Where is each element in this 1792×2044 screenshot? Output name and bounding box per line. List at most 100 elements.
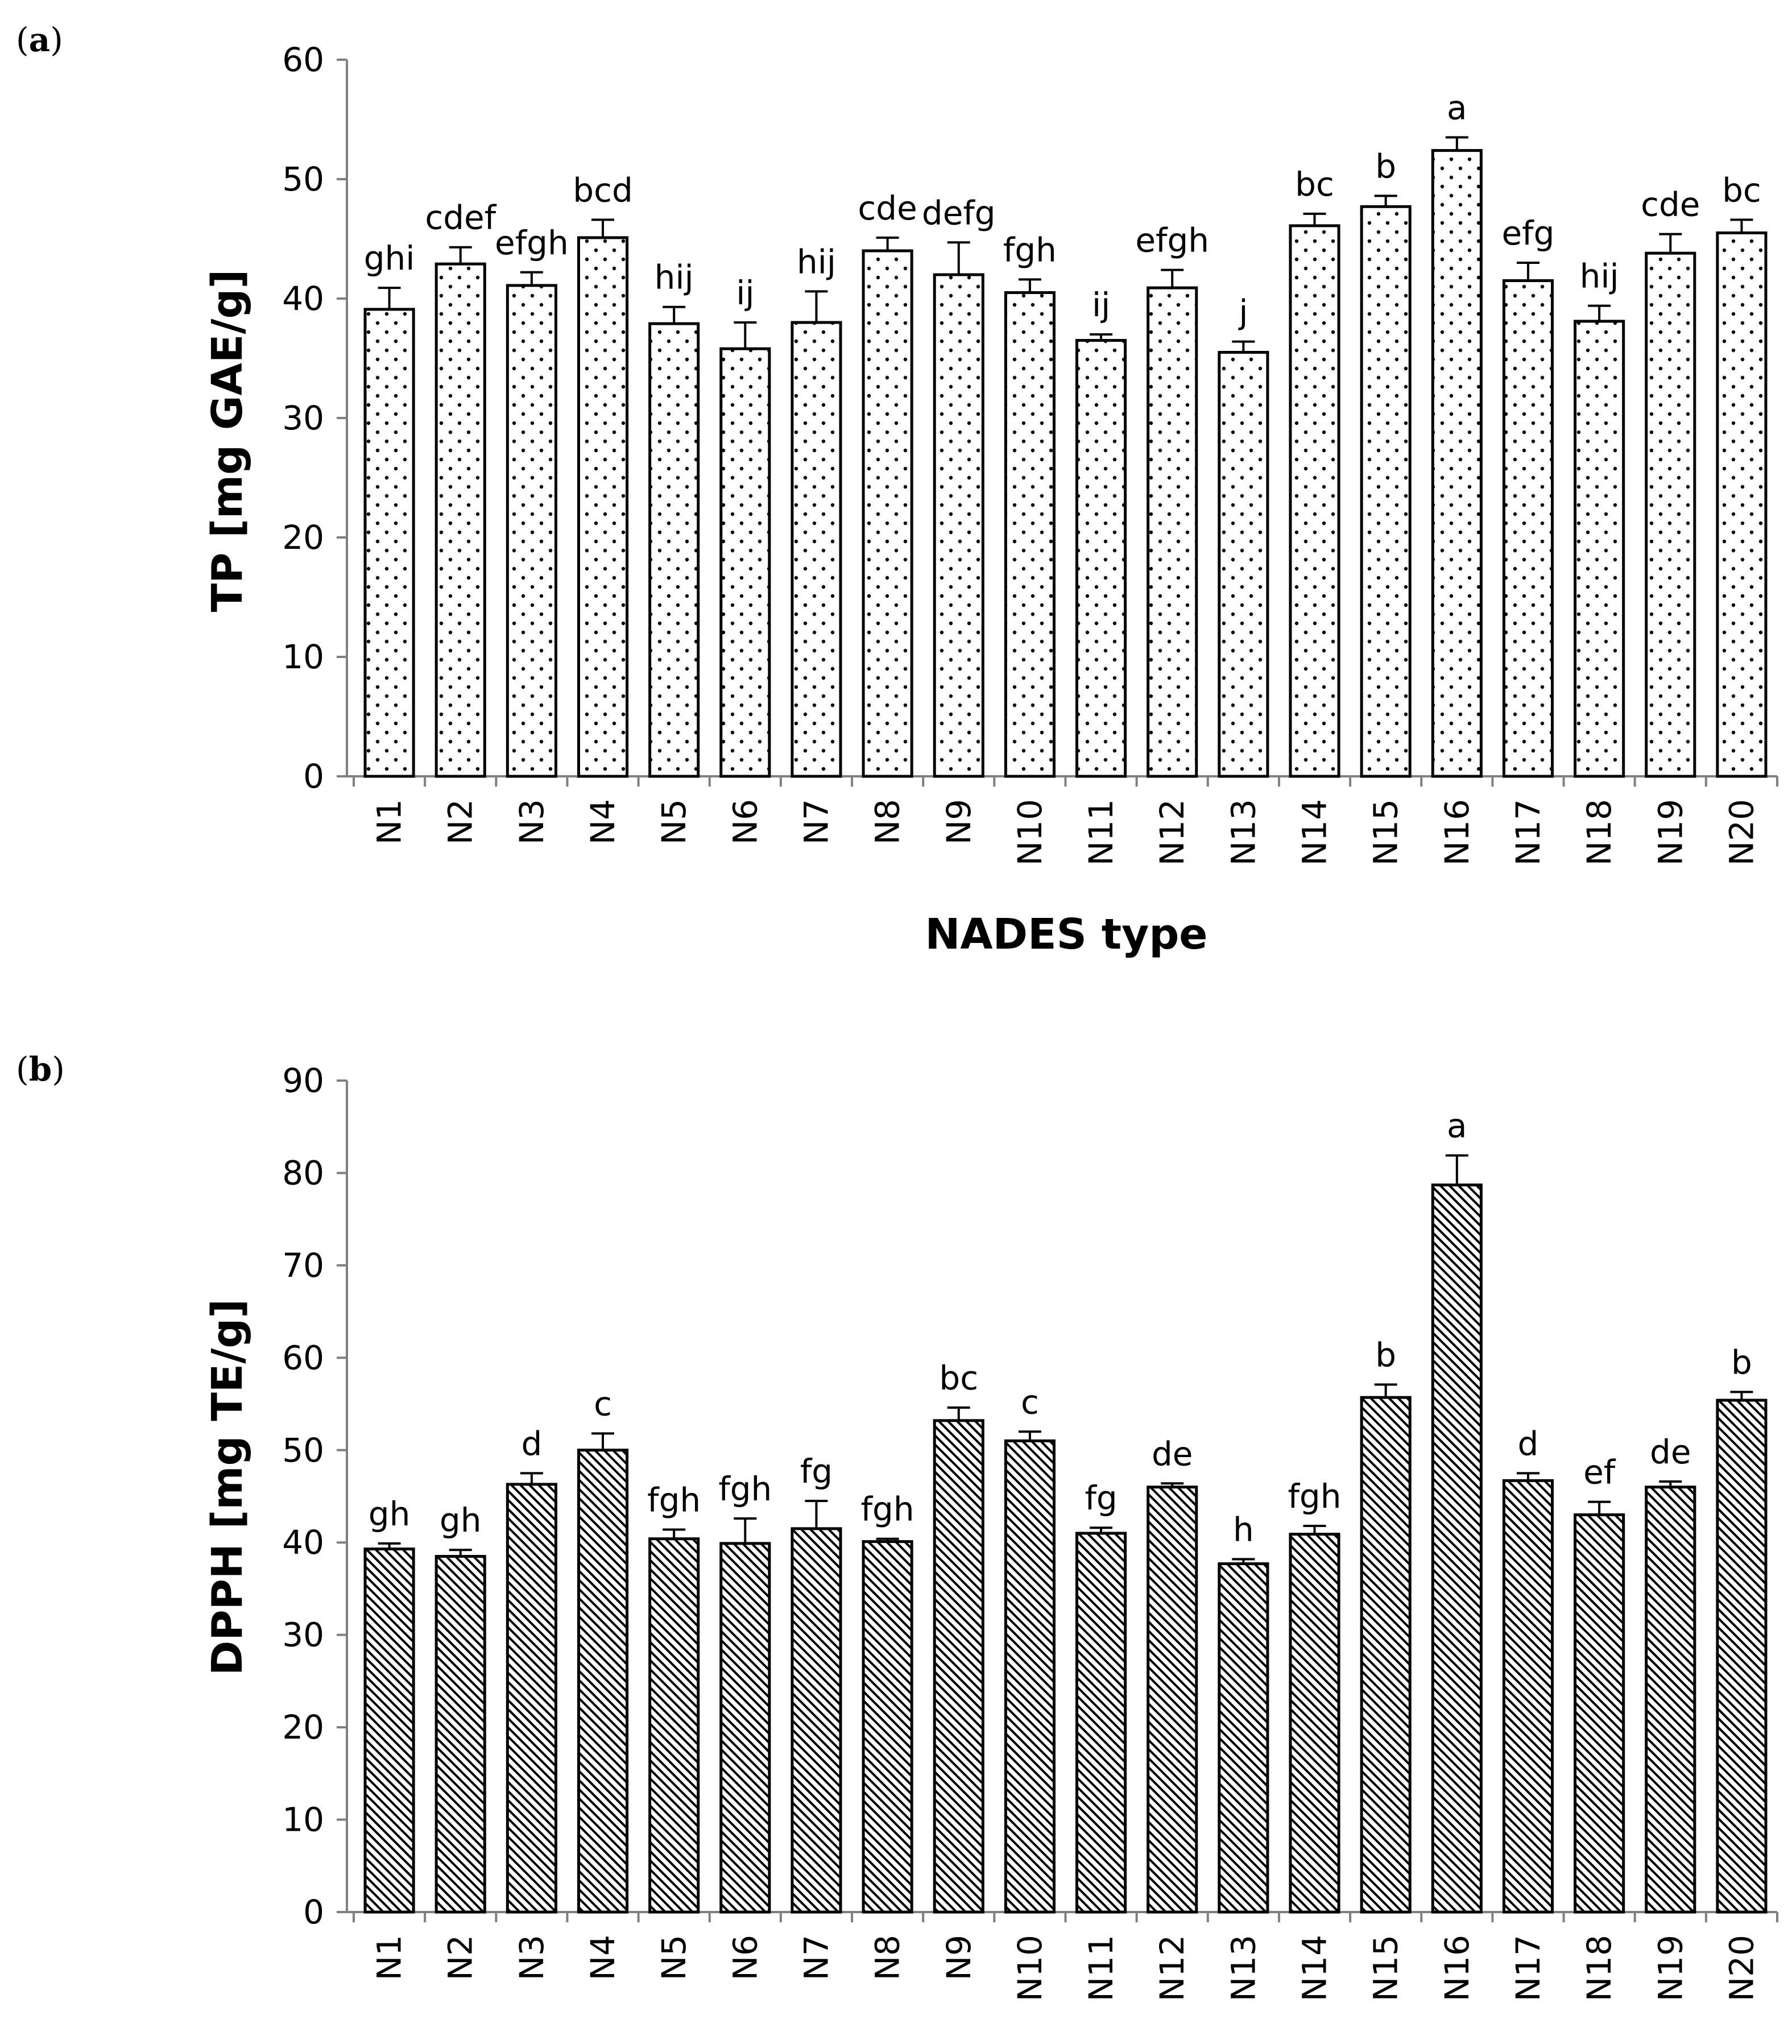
panel-b-bar-N16 <box>1431 1184 1483 1914</box>
panel-a-x-tick-label-N8: N8 <box>868 799 907 845</box>
panel-a-bar-N8 <box>862 249 913 778</box>
panel-b-significance-letter-N8: fgh <box>861 1490 914 1529</box>
panel-a: (a) TP [mg GAE/g] NADES type 0 10 20 30 40 50… <box>16 20 1778 959</box>
panel-b-significance-letter-N13: h <box>1233 1510 1254 1549</box>
panel-a-y-tick-label: 20 <box>282 518 324 557</box>
panel-a-x-tick-label-N13: N13 <box>1224 799 1263 866</box>
panel-b-bar-N10 <box>1004 1439 1056 1914</box>
panel-b-bar-N17 <box>1502 1479 1554 1914</box>
panel-b-significance-letter-N12: de <box>1152 1434 1193 1473</box>
panel-b-y-tick-label: 50 <box>282 1431 324 1470</box>
panel-a-bar-N16 <box>1431 149 1483 778</box>
panel-b-y-tick-label: 80 <box>282 1153 324 1192</box>
panel-a-x-tick-label-N4: N4 <box>583 799 622 845</box>
panel-a-bar-N7 <box>791 321 842 778</box>
panel-a-bar-N18 <box>1574 320 1625 778</box>
panel-a-significance-letter-N18: hij <box>1580 257 1619 296</box>
panel-a-label: (a) <box>16 20 63 59</box>
panel-b-y-tick-label: 60 <box>282 1338 324 1377</box>
panel-b-significance-letter-N4: c <box>594 1385 612 1424</box>
panel-b-significance-letter-N2: gh <box>440 1501 482 1540</box>
panel-b-y-tick-label: 90 <box>282 1061 324 1100</box>
panel-a-significance-letter-N15: b <box>1375 147 1396 185</box>
panel-a-bar-N17 <box>1502 279 1554 778</box>
panel-a-bar-N11 <box>1075 339 1127 778</box>
panel-b-x-tick-label-N10: N10 <box>1011 1935 1049 2001</box>
panel-b-bar-N6 <box>719 1542 771 1914</box>
panel-b-significance-letter-N16: a <box>1447 1107 1467 1145</box>
panel-a-bar-N6 <box>719 347 771 778</box>
panel-b-bar-N15 <box>1360 1396 1412 1914</box>
panel-a-significance-letter-N10: fgh <box>1003 230 1057 269</box>
panel-b-bar-N12 <box>1147 1486 1198 1914</box>
panel-a-x-tick-label-N12: N12 <box>1153 799 1191 866</box>
panel-a-x-tick-label-N18: N18 <box>1580 799 1619 866</box>
panel-b-bar-N4 <box>577 1449 629 1914</box>
panel-b-x-tick-label-N11: N11 <box>1082 1935 1120 2001</box>
panel-b-significance-letter-N19: de <box>1650 1433 1691 1471</box>
panel-b-bar-N7 <box>791 1527 842 1914</box>
panel-a-x-tick-label-N7: N7 <box>797 799 835 845</box>
panel-a-y-tick-label: 50 <box>282 160 324 198</box>
panel-a-x-tick-label-N1: N1 <box>370 799 409 845</box>
panel-a-significance-letter-N17: efg <box>1502 214 1555 253</box>
panel-a-bar-N10 <box>1004 291 1056 778</box>
panel-b-significance-letter-N10: c <box>1021 1383 1039 1421</box>
panel-b-plot-area: 0102030405060708090ghN1ghN2dN3cN4fghN5fg… <box>282 1061 1778 2001</box>
panel-b-significance-letter-N5: fgh <box>647 1480 701 1519</box>
panel-b-x-tick-label-N2: N2 <box>441 1935 480 1980</box>
panel-b-x-tick-label-N13: N13 <box>1224 1935 1263 2001</box>
panel-b-bar-N19 <box>1645 1486 1696 1914</box>
panel-a-significance-letter-N6: ij <box>736 274 754 312</box>
panel-b-x-tick-label-N1: N1 <box>370 1935 409 1980</box>
panel-b-x-tick-label-N7: N7 <box>797 1935 835 1980</box>
panel-a-significance-letter-N14: bc <box>1295 165 1334 204</box>
panel-b-bar-N18 <box>1574 1513 1625 1914</box>
panel-a-significance-letter-N12: efgh <box>1135 221 1209 260</box>
panel-b-y-tick-label: 40 <box>282 1523 324 1562</box>
panel-b-bar-N3 <box>506 1483 557 1914</box>
panel-a-x-tick-label-N16: N16 <box>1438 799 1476 866</box>
panel-a-x-tick-label-N9: N9 <box>940 799 978 845</box>
panel-b-y-tick-label: 30 <box>282 1616 324 1654</box>
panel-b-bar-N2 <box>434 1555 486 1914</box>
panel-a-x-tick-label-N6: N6 <box>726 799 764 845</box>
panel-b-bar-N5 <box>648 1537 700 1914</box>
panel-a-bar-N14 <box>1289 224 1340 778</box>
panel-b-significance-letter-N9: bc <box>939 1359 978 1397</box>
panel-a-significance-letter-N19: cde <box>1641 185 1700 224</box>
panel-b-bar-N9 <box>933 1419 984 1914</box>
panel-b-y-axis-title: DPPH [mg TE/g] <box>203 1299 252 1675</box>
panel-b-significance-letter-N7: fg <box>800 1452 833 1491</box>
panel-a-bar-N9 <box>933 273 984 778</box>
panel-b-bar-N8 <box>862 1540 913 1914</box>
panel-b-significance-letter-N1: gh <box>369 1495 411 1533</box>
panel-b-x-tick-label-N6: N6 <box>726 1935 764 1980</box>
panel-b-x-tick-label-N20: N20 <box>1722 1935 1761 2001</box>
panel-a-significance-letter-N11: ij <box>1092 286 1110 324</box>
panel-a-bar-N3 <box>506 284 557 778</box>
panel-a-significance-letter-N7: hij <box>797 242 836 281</box>
panel-b-bar-N14 <box>1289 1533 1340 1914</box>
panel-b-significance-letter-N3: d <box>521 1424 542 1463</box>
panel-a-x-tick-label-N2: N2 <box>441 799 480 845</box>
panel-b-x-tick-label-N3: N3 <box>512 1935 551 1980</box>
panel-a-bar-N5 <box>648 322 700 778</box>
panel-b-bar-N13 <box>1218 1562 1269 1914</box>
panel-a-significance-letter-N9: defg <box>922 193 996 232</box>
panel-a-x-tick-label-N11: N11 <box>1082 799 1120 866</box>
panel-a-y-axis-title: TP [mg GAE/g] <box>203 270 252 613</box>
panel-a-significance-letter-N20: bc <box>1722 171 1761 209</box>
panel-b-significance-letter-N18: ef <box>1583 1453 1616 1492</box>
panel-a-x-tick-label-N19: N19 <box>1651 799 1690 866</box>
panel-a-bar-N13 <box>1218 351 1269 778</box>
panel-a-y-tick-label: 60 <box>282 40 324 79</box>
panel-a-bar-N12 <box>1147 286 1198 778</box>
panel-a-x-tick-label-N3: N3 <box>512 799 551 845</box>
panel-a-significance-letter-N16: a <box>1447 89 1467 127</box>
panel-b-significance-letter-N20: b <box>1731 1343 1752 1381</box>
panel-a-x-tick-label-N15: N15 <box>1367 799 1405 866</box>
panel-b-bar-N20 <box>1716 1398 1768 1914</box>
panel-a-y-tick-label: 10 <box>282 638 324 676</box>
panel-a-significance-letter-N4: bcd <box>573 171 633 209</box>
